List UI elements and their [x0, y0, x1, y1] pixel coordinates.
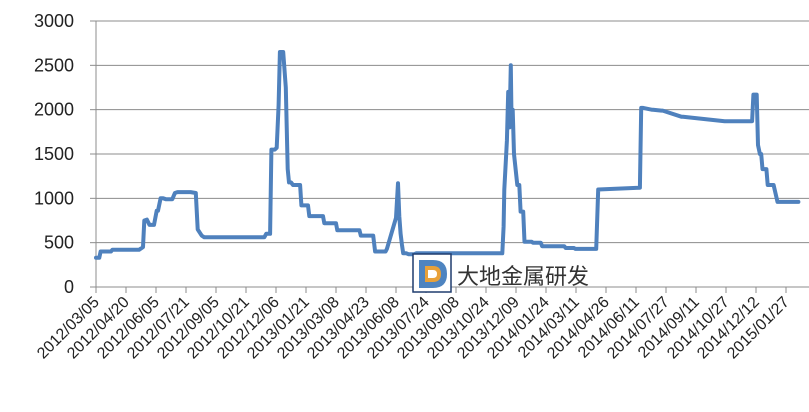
y-tick-label: 1000 [34, 188, 74, 208]
axes [90, 20, 809, 293]
company-logo-icon [412, 253, 452, 293]
y-tick-label: 500 [44, 233, 74, 253]
gridlines [96, 20, 809, 244]
series-line [94, 50, 801, 260]
x-tick-labels: 2012/03/052012/04/202012/06/052012/07/21… [34, 294, 793, 363]
y-tick-label: 2500 [34, 55, 74, 75]
series-layer [94, 50, 801, 260]
y-tick-label: 3000 [34, 11, 74, 31]
y-tick-labels: 0 500 1000 1500 2000 2500 3000 [34, 11, 74, 297]
y-tick-label: 1500 [34, 144, 74, 164]
watermark-text: 大地金属研发 [457, 265, 589, 290]
y-tick-label: 2000 [34, 100, 74, 120]
watermark: 大地金属研发 [412, 253, 589, 293]
y-tick-label: 0 [64, 277, 74, 297]
